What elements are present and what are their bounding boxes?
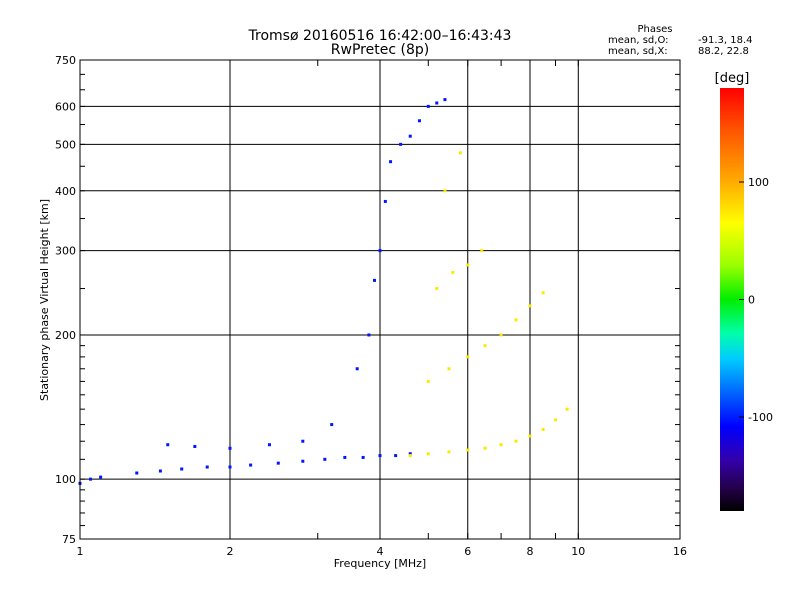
data-point xyxy=(180,467,184,471)
data-point xyxy=(435,101,439,105)
data-point xyxy=(99,475,103,479)
x-tick-label: 1 xyxy=(77,545,84,558)
phase-stat-x-value: 88.2, 22.8 xyxy=(698,46,749,57)
data-point xyxy=(514,318,518,322)
data-point xyxy=(417,119,421,123)
data-point xyxy=(528,304,532,308)
phase-stat-x-label: mean, sd,X: xyxy=(608,46,668,57)
data-point xyxy=(480,249,484,253)
data-point xyxy=(135,471,139,475)
data-point xyxy=(541,291,545,295)
y-tick-label: 500 xyxy=(55,138,76,151)
data-point xyxy=(276,461,280,465)
y-tick-label: 600 xyxy=(55,100,76,113)
data-point xyxy=(355,367,359,371)
x-tick-label: 10 xyxy=(571,545,585,558)
data-point xyxy=(451,271,455,275)
x-tick-label: 16 xyxy=(673,545,687,558)
data-point xyxy=(426,104,430,108)
data-point xyxy=(499,443,503,447)
phase-header: Phases xyxy=(637,24,672,35)
grid xyxy=(80,60,680,539)
y-tick-label: 75 xyxy=(62,533,76,546)
data-point xyxy=(466,263,470,267)
phase-stat-o-label: mean, sd,O: xyxy=(608,35,669,46)
x-axis-label: Frequency [MHz] xyxy=(334,557,426,570)
data-point xyxy=(483,344,487,348)
data-point xyxy=(193,444,197,448)
data-point xyxy=(330,423,334,427)
data-point xyxy=(205,465,209,469)
x-tick-labels: 1 2 4 6 8 10 16 xyxy=(77,545,688,558)
y-tick-label: 200 xyxy=(55,329,76,342)
data-point xyxy=(378,454,382,458)
colorbar-ticks: 100 0 -100 xyxy=(739,176,773,424)
scatter-points xyxy=(78,98,569,485)
data-point xyxy=(249,463,253,467)
y-tick-labels: 75 100 200 300 400 500 600 750 xyxy=(55,54,76,546)
data-point xyxy=(458,151,462,155)
data-point xyxy=(166,443,170,447)
data-point xyxy=(301,439,305,443)
data-point xyxy=(443,98,447,102)
data-point xyxy=(447,450,451,454)
data-point xyxy=(514,439,518,443)
colorbar-tick-label: 0 xyxy=(748,294,755,307)
y-tick-label: 750 xyxy=(55,54,76,67)
data-point xyxy=(267,443,271,447)
colorbar-label: [deg] xyxy=(715,71,750,86)
phase-stat-o-value: -91.3, 18.4 xyxy=(698,35,753,46)
data-point xyxy=(228,465,232,469)
data-point xyxy=(373,278,377,282)
data-point xyxy=(426,379,430,383)
data-point xyxy=(378,249,382,253)
data-point xyxy=(466,448,470,452)
data-point xyxy=(389,160,393,164)
data-point xyxy=(89,477,93,481)
data-point xyxy=(435,287,439,291)
data-point xyxy=(553,418,557,422)
data-point xyxy=(443,189,447,193)
data-point xyxy=(408,454,412,458)
data-point xyxy=(394,454,398,458)
data-point xyxy=(323,457,327,461)
y-tick-label: 300 xyxy=(55,245,76,258)
x-tick-label: 8 xyxy=(527,545,534,558)
data-point xyxy=(447,367,451,371)
data-point xyxy=(408,134,412,138)
data-point xyxy=(499,333,503,337)
x-tick-label: 2 xyxy=(227,545,234,558)
chart-subtitle: RwPretec (8p) xyxy=(331,42,429,58)
data-point xyxy=(565,407,569,411)
data-point xyxy=(426,452,430,456)
colorbar-tick-label: -100 xyxy=(748,411,773,424)
data-point xyxy=(301,459,305,463)
data-point xyxy=(361,455,365,459)
axis-ticks xyxy=(80,60,680,539)
data-point xyxy=(408,452,412,456)
y-tick-label: 100 xyxy=(55,473,76,486)
data-point xyxy=(483,446,487,450)
data-point xyxy=(541,427,545,431)
chart-title: Tromsø 20160516 16:42:00–16:43:43 xyxy=(248,28,512,44)
data-point xyxy=(528,434,532,438)
y-axis-label: Stationary phase Virtual Height [km] xyxy=(38,199,51,401)
x-tick-label: 6 xyxy=(464,545,471,558)
data-point xyxy=(158,469,162,473)
data-point xyxy=(343,455,347,459)
data-point xyxy=(367,333,371,337)
x-tick-label: 4 xyxy=(377,545,384,558)
data-point xyxy=(466,355,470,359)
y-tick-label: 400 xyxy=(55,185,76,198)
data-point xyxy=(383,199,387,203)
data-point xyxy=(399,142,403,146)
data-point xyxy=(228,446,232,450)
colorbar-tick-label: 100 xyxy=(748,176,769,189)
